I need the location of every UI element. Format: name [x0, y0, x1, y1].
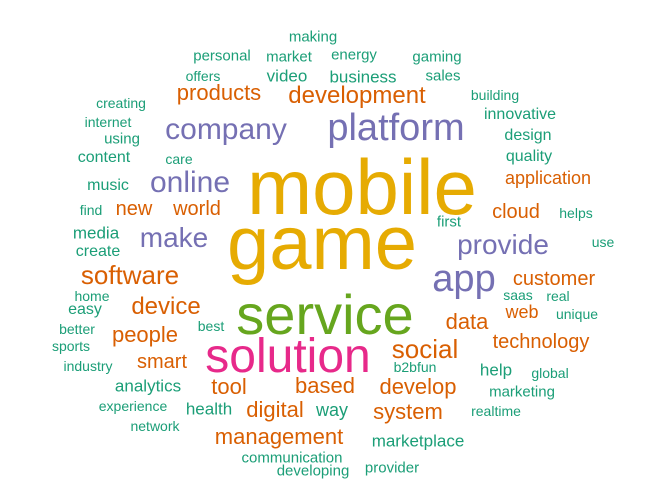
word-provider: provider [364, 459, 420, 477]
word-way: way [315, 400, 349, 420]
word-business: business [329, 67, 397, 87]
word-tool: tool [211, 374, 247, 399]
word-products: products [176, 80, 262, 105]
word-new: new [115, 198, 153, 220]
word-market: market [266, 48, 312, 66]
word-sales: sales [425, 67, 461, 85]
word-making: making [288, 28, 338, 46]
word-customer: customer [512, 268, 596, 290]
word-creating: creating [96, 95, 146, 111]
word-analytics: analytics [114, 376, 182, 396]
word-find: find [79, 202, 103, 218]
word-data: data [445, 309, 489, 334]
word-software: software [80, 260, 180, 290]
word-marketing: marketing [489, 383, 555, 401]
word-video: video [266, 66, 308, 86]
word-app: app [432, 258, 496, 300]
word-management: management [214, 424, 344, 449]
word-industry: industry [63, 358, 113, 374]
word-mobile: mobile [247, 143, 477, 231]
word-quality: quality [505, 148, 553, 165]
word-based: based [295, 373, 355, 398]
word-innovative: innovative [483, 106, 557, 123]
word-experience: experience [98, 398, 168, 414]
word-world: world [173, 198, 221, 220]
word-solution: solution [205, 330, 371, 383]
word-music: music [87, 177, 129, 194]
word-b2bfun: b2bfun [393, 359, 437, 375]
word-unique: unique [555, 306, 599, 322]
word-energy: energy [331, 46, 377, 64]
word-gaming: gaming [412, 48, 462, 66]
word-network: network [130, 418, 180, 434]
word-marketplace: marketplace [371, 431, 465, 451]
word-smart: smart [137, 351, 187, 373]
word-communication: communication [241, 449, 343, 467]
word-social: social [391, 334, 459, 364]
word-saas: saas [503, 287, 533, 303]
word-building: building [470, 87, 520, 103]
word-personal: personal [193, 47, 251, 65]
word-sports: sports [51, 338, 91, 354]
word-help: help [479, 360, 513, 380]
word-helps: helps [559, 205, 593, 221]
word-development: development [288, 82, 426, 109]
word-online: online [149, 166, 231, 199]
word-better: better [59, 321, 95, 337]
word-first: first [436, 213, 462, 231]
word-home: home [74, 288, 110, 304]
word-design: design [504, 127, 552, 144]
word-company: company [165, 113, 287, 146]
word-web: web [505, 302, 539, 322]
word-real: real [546, 288, 570, 304]
word-easy: easy [68, 301, 102, 318]
word-make: make [139, 222, 209, 253]
word-system: system [373, 399, 443, 424]
word-best: best [197, 318, 225, 334]
word-use: use [591, 234, 615, 250]
word-create: create [75, 243, 121, 260]
word-game: game [226, 201, 418, 286]
word-technology: technology [492, 331, 590, 353]
word-cloud: cloud [492, 201, 540, 223]
word-developing: developing [276, 462, 350, 480]
word-using: using [104, 130, 140, 148]
word-platform: platform [327, 107, 465, 149]
word-device: device [131, 293, 201, 320]
word-media: media [72, 223, 120, 243]
word-people: people [111, 322, 179, 347]
word-care: care [165, 151, 193, 167]
word-offers: offers [185, 68, 221, 84]
word-develop: develop [379, 374, 457, 399]
word-digital: digital [246, 397, 304, 422]
word-internet: internet [84, 114, 132, 130]
word-realtime: realtime [471, 403, 521, 419]
word-health: health [185, 399, 233, 419]
word-service: service [236, 283, 414, 346]
word-application: application [504, 168, 592, 188]
word-global: global [531, 365, 569, 381]
word-provide: provide [457, 229, 549, 260]
word-content: content [77, 149, 131, 166]
